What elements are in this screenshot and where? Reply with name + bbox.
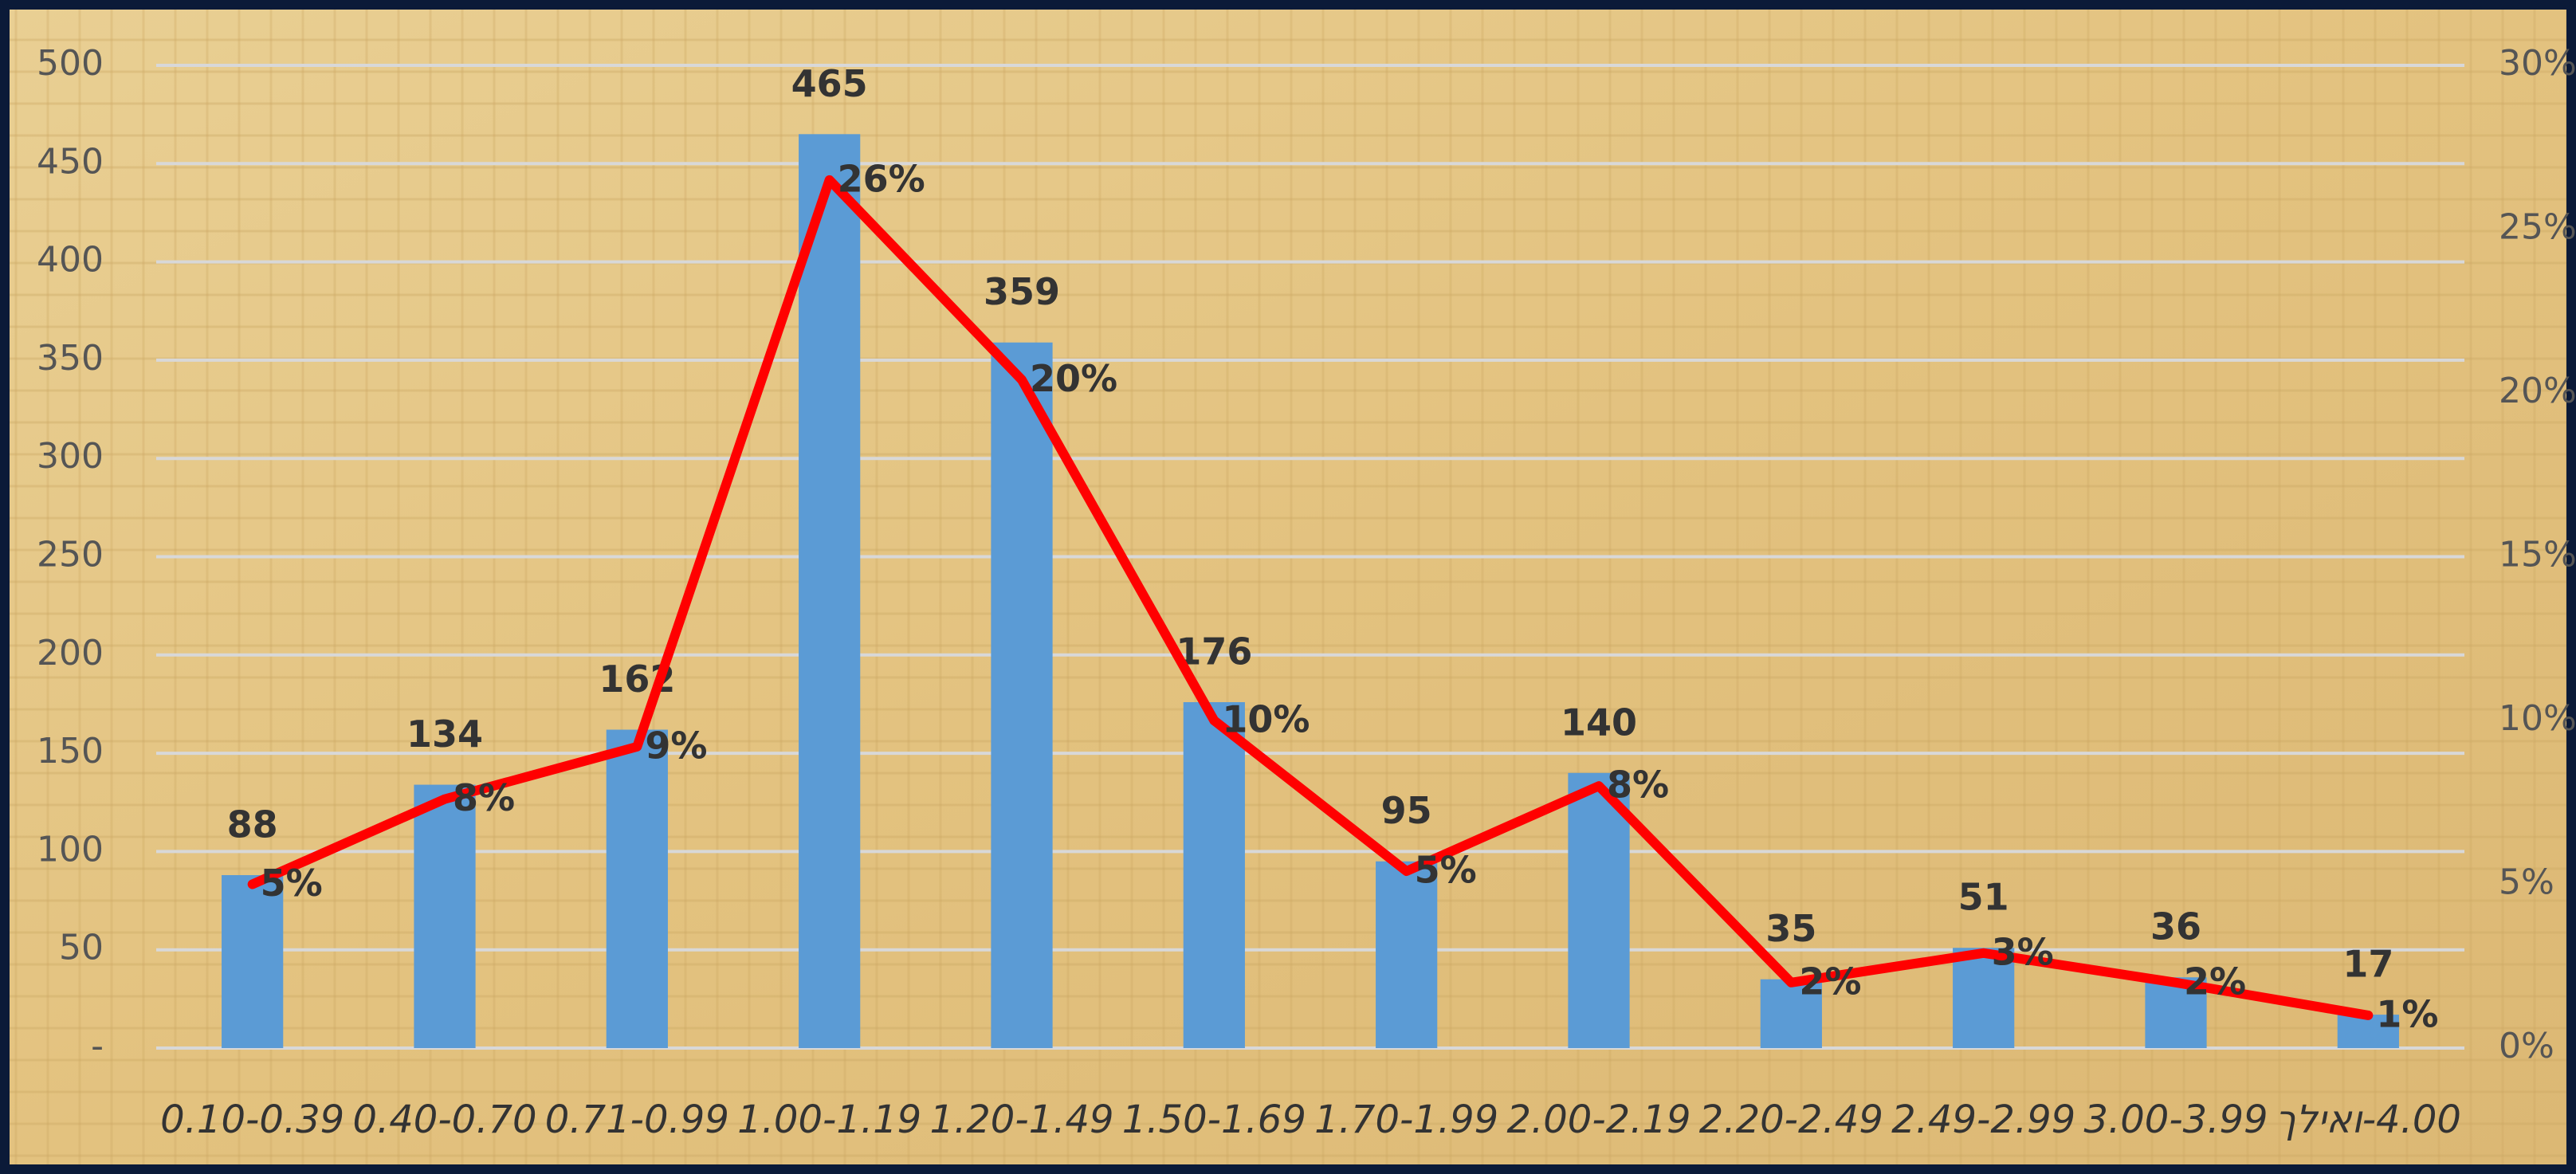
line-value-label: 3% <box>1992 930 2054 973</box>
line-value-label: 2% <box>1799 960 1861 1003</box>
x-tick-label: 1.20-1.49 <box>929 1097 1113 1142</box>
bar <box>991 342 1053 1048</box>
bar-value-label: 359 <box>984 270 1060 313</box>
line-value-label: 10% <box>1222 698 1310 741</box>
x-tick-label: 1.70-1.99 <box>1314 1097 1498 1142</box>
line-value-label: 5% <box>1415 849 1477 892</box>
bar-value-label: 95 <box>1381 789 1432 832</box>
x-tick-label: 2.49-2.99 <box>1891 1097 2075 1142</box>
bar <box>1953 948 2015 1048</box>
y-tick-label: 150 <box>37 731 104 772</box>
line-value-label: 1% <box>2376 992 2438 1035</box>
bar <box>1760 979 1822 1048</box>
bar <box>606 729 668 1048</box>
bar-value-label: 51 <box>1958 876 2009 919</box>
y-tick-label: 400 <box>37 240 104 281</box>
line-value-label: 8% <box>453 776 515 819</box>
y-tick-label: 300 <box>37 436 104 477</box>
x-tick-label: 0.71-0.99 <box>545 1097 729 1142</box>
y-tick-label: 100 <box>37 829 104 870</box>
y-tick-label: 500 <box>37 43 104 84</box>
x-tick-label: 4.00-ואילך <box>2276 1097 2461 1142</box>
bar-value-label: 17 <box>2342 943 2393 986</box>
bar <box>799 134 861 1048</box>
y-tick-label: 450 <box>37 141 104 182</box>
y-tick-label: - <box>91 1026 104 1066</box>
y-tick-label: 50 <box>59 928 104 968</box>
y2-tick-label: 10% <box>2499 698 2576 739</box>
y-tick-label: 250 <box>37 535 104 575</box>
line-value-label: 26% <box>838 157 925 200</box>
bar <box>1183 701 1245 1048</box>
x-tick-label: 2.20-2.49 <box>1699 1097 1883 1142</box>
bar-value-label: 35 <box>1765 907 1816 950</box>
bar <box>222 874 284 1048</box>
line-value-label: 5% <box>261 862 323 905</box>
x-tick-label: 3.00-3.99 <box>2083 1097 2268 1142</box>
bar <box>2337 1015 2399 1048</box>
line-value-label: 2% <box>2184 960 2246 1003</box>
x-tick-label: 2.00-2.19 <box>1506 1097 1690 1142</box>
x-tick-label: 1.50-1.69 <box>1122 1097 1306 1142</box>
y2-tick-label: 5% <box>2499 862 2554 903</box>
x-tick-label: 1.00-1.19 <box>737 1097 921 1142</box>
y2-tick-label: 20% <box>2499 371 2576 411</box>
line-value-label: 8% <box>1607 764 1669 807</box>
line-value-label: 9% <box>645 724 707 767</box>
bar-value-label: 88 <box>227 803 278 846</box>
bar <box>414 784 476 1048</box>
x-tick-label: 0.10-0.39 <box>160 1097 344 1142</box>
bar <box>1568 772 1630 1048</box>
line <box>247 175 2374 1020</box>
y2-tick-label: 30% <box>2499 43 2576 84</box>
bar-value-label: 134 <box>406 713 483 756</box>
y2-tick-label: 15% <box>2499 535 2576 575</box>
y2-tick-label: 25% <box>2499 207 2576 248</box>
bar-value-label: 465 <box>791 62 868 105</box>
line-value-label: 20% <box>1030 357 1117 400</box>
bar <box>1376 861 1438 1048</box>
x-tick-label: 0.40-0.70 <box>352 1097 536 1142</box>
bar-value-label: 140 <box>1561 701 1637 744</box>
bar-value-label: 36 <box>2150 905 2201 948</box>
y-tick-label: 200 <box>37 633 104 673</box>
y2-tick-label: 0% <box>2499 1026 2554 1066</box>
y-tick-label: 350 <box>37 338 104 379</box>
